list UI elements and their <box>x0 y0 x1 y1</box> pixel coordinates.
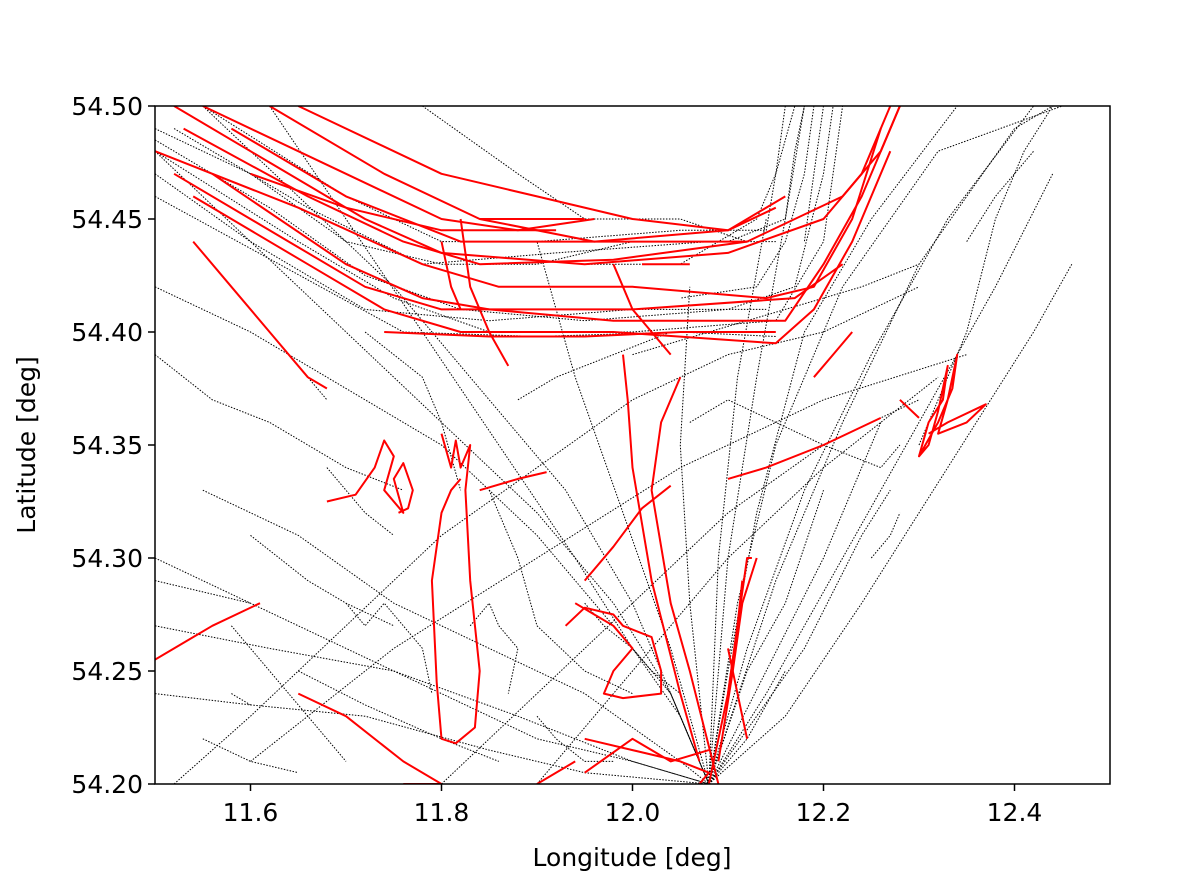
highlighted-track-line <box>192 150 892 345</box>
y-tick-label: 54.50 <box>71 92 143 121</box>
background-track-line <box>469 602 519 694</box>
background-track-line <box>708 263 1073 784</box>
background-track-line <box>517 331 671 401</box>
highlighted-track-line <box>250 172 557 232</box>
background-track-line <box>488 490 633 695</box>
background-track-line <box>155 195 776 337</box>
y-tick-label: 54.30 <box>71 544 143 573</box>
background-track-line <box>202 106 796 243</box>
background-track-line <box>708 106 1034 784</box>
x-tick-label: 12.2 <box>796 798 852 827</box>
background-track-line <box>345 602 433 694</box>
background-track-line <box>231 693 251 706</box>
highlighted-track-line <box>230 127 748 243</box>
background-track-line <box>708 106 1053 784</box>
highlighted-track-line <box>727 416 882 480</box>
background-track-line <box>708 489 891 784</box>
background-track-line <box>155 173 767 322</box>
y-tick-label: 54.40 <box>71 318 143 347</box>
highlighted-track-line <box>479 471 547 492</box>
background-track-line <box>708 670 786 784</box>
background-track-line <box>298 670 499 762</box>
y-axis-label: Latitude [deg] <box>12 356 41 533</box>
highlighted-track-line <box>727 648 749 740</box>
y-tick-label: 54.45 <box>71 205 143 234</box>
background-track-line <box>422 106 748 243</box>
background-track-line <box>250 535 395 627</box>
background-track-line <box>155 150 710 784</box>
y-tick-label: 54.20 <box>71 770 143 799</box>
highlighted-track-line <box>536 760 576 784</box>
background-track-line <box>708 422 882 784</box>
background-track-line <box>155 354 404 491</box>
highlighted-track-line <box>384 331 776 338</box>
highlighted-track-line <box>192 240 328 390</box>
tracks-layer <box>155 106 1073 784</box>
highlighted-track-line <box>727 580 744 694</box>
background-track-line <box>155 106 805 265</box>
highlighted-track-line <box>155 128 882 300</box>
background-track-line <box>679 286 710 784</box>
background-track-line <box>708 173 1054 784</box>
background-track-line <box>364 331 462 491</box>
background-track-line <box>269 106 710 784</box>
highlighted-track-line <box>918 353 987 458</box>
y-tick-label: 54.35 <box>71 431 143 460</box>
highlighted-track-line <box>650 376 720 784</box>
highlighted-track-line <box>440 241 462 310</box>
background-track-line <box>632 263 920 356</box>
background-track-line <box>155 557 710 784</box>
background-track-line <box>708 106 1063 784</box>
background-track-line <box>680 106 815 299</box>
highlighted-track-line <box>155 602 261 661</box>
x-tick-label: 12.0 <box>605 798 661 827</box>
highlighted-track-line <box>459 218 510 367</box>
background-track-line <box>155 106 834 322</box>
highlighted-track-line <box>813 331 853 378</box>
highlighted-track-line <box>717 557 758 762</box>
background-track-line <box>155 580 251 604</box>
background-track-line <box>155 625 710 784</box>
background-track-line <box>202 489 710 784</box>
x-tick-label: 11.6 <box>223 798 279 827</box>
background-track-line <box>202 106 710 784</box>
x-tick-label: 12.4 <box>987 798 1043 827</box>
x-axis-label: Longitude [deg] <box>533 843 732 872</box>
y-tick-label: 54.25 <box>71 657 143 686</box>
highlighted-track-line <box>564 602 663 700</box>
background-track-line <box>708 106 805 784</box>
axis-ticks: 11.6 11.8 12.0 12.2 12.4 54.20 54.25 54.30 54.35… <box>71 92 1042 827</box>
background-track-line <box>870 512 901 559</box>
background-track-line <box>231 625 347 762</box>
highlighted-track-line <box>612 263 672 356</box>
background-track-line <box>173 128 776 265</box>
highlighted-track-line <box>622 354 701 762</box>
highlighted-track-line <box>211 106 901 322</box>
background-track-line <box>803 106 824 242</box>
highlighted-track-line <box>899 399 920 419</box>
highlighted-track-line <box>583 484 672 582</box>
highlighted-track-line <box>202 106 595 232</box>
highlighted-track-line <box>173 172 844 311</box>
background-track-line <box>689 399 901 469</box>
highlighted-track-line <box>584 737 710 774</box>
x-tick-label: 11.8 <box>414 798 470 827</box>
highlighted-track-line <box>430 433 481 745</box>
highlighted-track-line <box>326 439 414 514</box>
highlighted-track-line <box>584 737 710 784</box>
highlighted-track-line <box>297 692 443 784</box>
highlighted-track-line <box>297 106 786 232</box>
